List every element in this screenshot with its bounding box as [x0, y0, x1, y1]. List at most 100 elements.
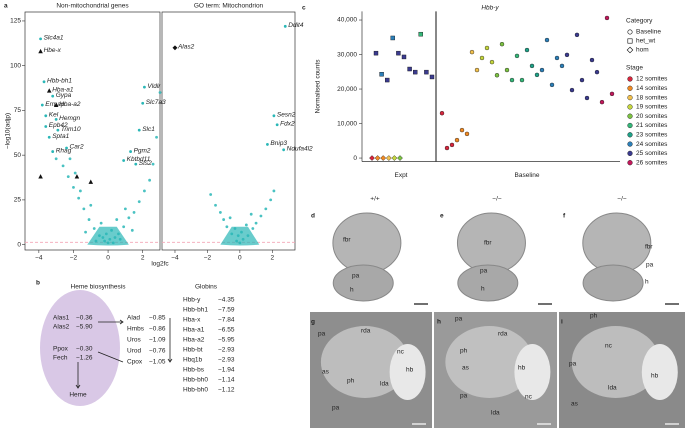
anatomy-label: ph [347, 378, 355, 385]
gene-name: Hba-a1 [183, 327, 205, 334]
gene-point [115, 218, 119, 221]
data-point [429, 74, 435, 80]
x-tick-label: Baseline [515, 172, 540, 179]
x-tick-label: −2 [70, 255, 78, 262]
legend-label: het_wt [636, 38, 655, 45]
data-point [604, 15, 610, 21]
gene-label: Trim10 [61, 126, 81, 133]
gene-value: −7.59 [218, 307, 235, 314]
gene-highlight [38, 48, 43, 54]
pathway-arrow [97, 351, 124, 363]
gene-highlight [141, 101, 145, 105]
panel-letter: h [437, 319, 441, 326]
y-tick-label: 40,000 [337, 17, 357, 24]
legend-label: 18 somites [636, 94, 668, 101]
anatomy-label: pa [460, 393, 468, 400]
y-tick-label: 20,000 [337, 86, 357, 93]
gene-point [84, 230, 87, 234]
gene-label: Vldlr [147, 83, 161, 90]
gene-point [218, 211, 222, 214]
data-point [401, 54, 407, 60]
gene-value: −4.35 [218, 297, 235, 304]
legend-marker [627, 150, 633, 157]
tissue [571, 326, 660, 398]
gene-value: −5.95 [218, 337, 235, 344]
gene-point [151, 162, 155, 166]
anatomy-label: hb [406, 367, 414, 374]
legend-label: 23 somites [636, 132, 668, 139]
gene-name: Hba-x [183, 317, 201, 324]
embryo-body [582, 264, 644, 302]
gene-highlight [54, 117, 58, 121]
legend-title: Category [626, 18, 653, 25]
data-point [379, 72, 384, 77]
data-point [391, 155, 398, 161]
gene-value: −6.55 [218, 327, 235, 334]
panel-title: GO term: Mitochondrion [194, 3, 264, 10]
data-point [599, 99, 605, 105]
hindbrain [389, 344, 426, 400]
gene-cloud [220, 226, 260, 246]
legend-label: 19 somites [636, 104, 668, 111]
gene-value: −1.05 [149, 359, 166, 366]
anatomy-label: lda [380, 381, 389, 388]
data-point [489, 59, 495, 65]
data-point [534, 72, 540, 78]
panel-letter: b [36, 280, 40, 287]
data-point [519, 77, 525, 83]
data-point [454, 137, 460, 143]
data-point [444, 145, 450, 151]
anatomy-label: as [571, 401, 579, 408]
gene-point [158, 91, 162, 94]
data-point [397, 155, 403, 161]
gene-point [269, 198, 273, 202]
data-point [594, 69, 600, 75]
data-point [479, 55, 485, 61]
gene-highlight [47, 135, 51, 139]
genotype: −/− [617, 196, 627, 203]
anatomy-label: nc [525, 394, 533, 401]
gene-highlight [129, 150, 132, 153]
legend-label: 14 somites [636, 85, 668, 92]
gene-highlight [42, 80, 46, 84]
legend-marker [627, 94, 633, 101]
data-point [554, 55, 560, 61]
data-point [385, 155, 392, 161]
y-tick-label: 50 [14, 152, 22, 159]
anatomy-label: h [645, 279, 649, 286]
gene-highlight [134, 162, 138, 166]
genotype: −/− [492, 196, 502, 203]
anatomy-label: as [462, 365, 470, 372]
globins-title: Globins [195, 284, 218, 291]
legend-marker [627, 132, 633, 138]
gene-point [137, 200, 141, 204]
gene-value: −0.36 [76, 315, 93, 322]
gene-highlight [272, 114, 276, 118]
gene-name: Cpox [127, 359, 143, 366]
legend-label: 24 somites [636, 141, 668, 148]
gene-highlight [44, 114, 48, 118]
legend-marker [627, 141, 633, 147]
data-point [509, 77, 515, 83]
gene-label: Spta1 [52, 133, 69, 140]
data-point [373, 50, 379, 56]
y-tick-label: 25 [14, 197, 22, 204]
gene-point [228, 216, 232, 220]
anatomy-label: fbr [343, 237, 351, 244]
gene-value: −2.93 [218, 347, 235, 354]
data-point [564, 52, 570, 58]
gene-point [78, 189, 82, 193]
y-tick-label: 125 [10, 18, 21, 25]
gene-name: Hbq1b [183, 357, 203, 364]
genotype: +/+ [370, 196, 380, 203]
y-axis-label: Normalised counts [315, 59, 322, 114]
gene-highlight [53, 102, 59, 107]
gene-point [209, 193, 213, 196]
mitochondrion [40, 290, 120, 406]
gene-point [155, 135, 158, 139]
gene-label: Hba-a2 [59, 101, 81, 108]
anatomy-label: nc [605, 343, 613, 350]
gene-name: Hbb-bh1 [183, 307, 208, 314]
gene-point [272, 189, 276, 193]
